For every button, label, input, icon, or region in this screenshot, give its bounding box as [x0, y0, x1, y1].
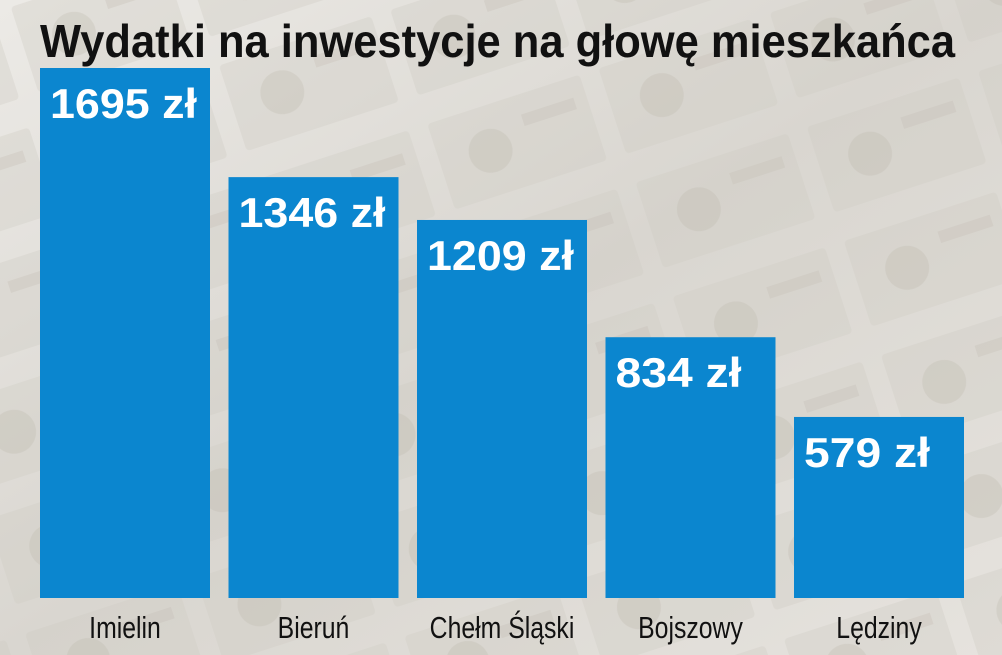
- x-tick-label: Bojszowy: [638, 610, 743, 644]
- x-tick-label: Imielin: [89, 610, 161, 644]
- chart-title: Wydatki na inwestycje na głowę mieszkańc…: [40, 15, 955, 67]
- bar: [605, 337, 776, 598]
- x-tick-label: Lędziny: [836, 610, 921, 644]
- x-tick-label: Chełm Śląski: [430, 609, 575, 644]
- value-label: 1346 zł: [239, 189, 386, 236]
- value-label: 1695 zł: [50, 80, 197, 127]
- x-tick-label: Bieruń: [278, 610, 350, 644]
- value-label: 579 zł: [804, 429, 930, 476]
- bar: [40, 68, 210, 598]
- value-label: 1209 zł: [427, 232, 574, 279]
- bar: [228, 177, 399, 599]
- bar: [794, 416, 964, 598]
- bar: [417, 219, 587, 598]
- value-label: 834 zł: [616, 349, 742, 396]
